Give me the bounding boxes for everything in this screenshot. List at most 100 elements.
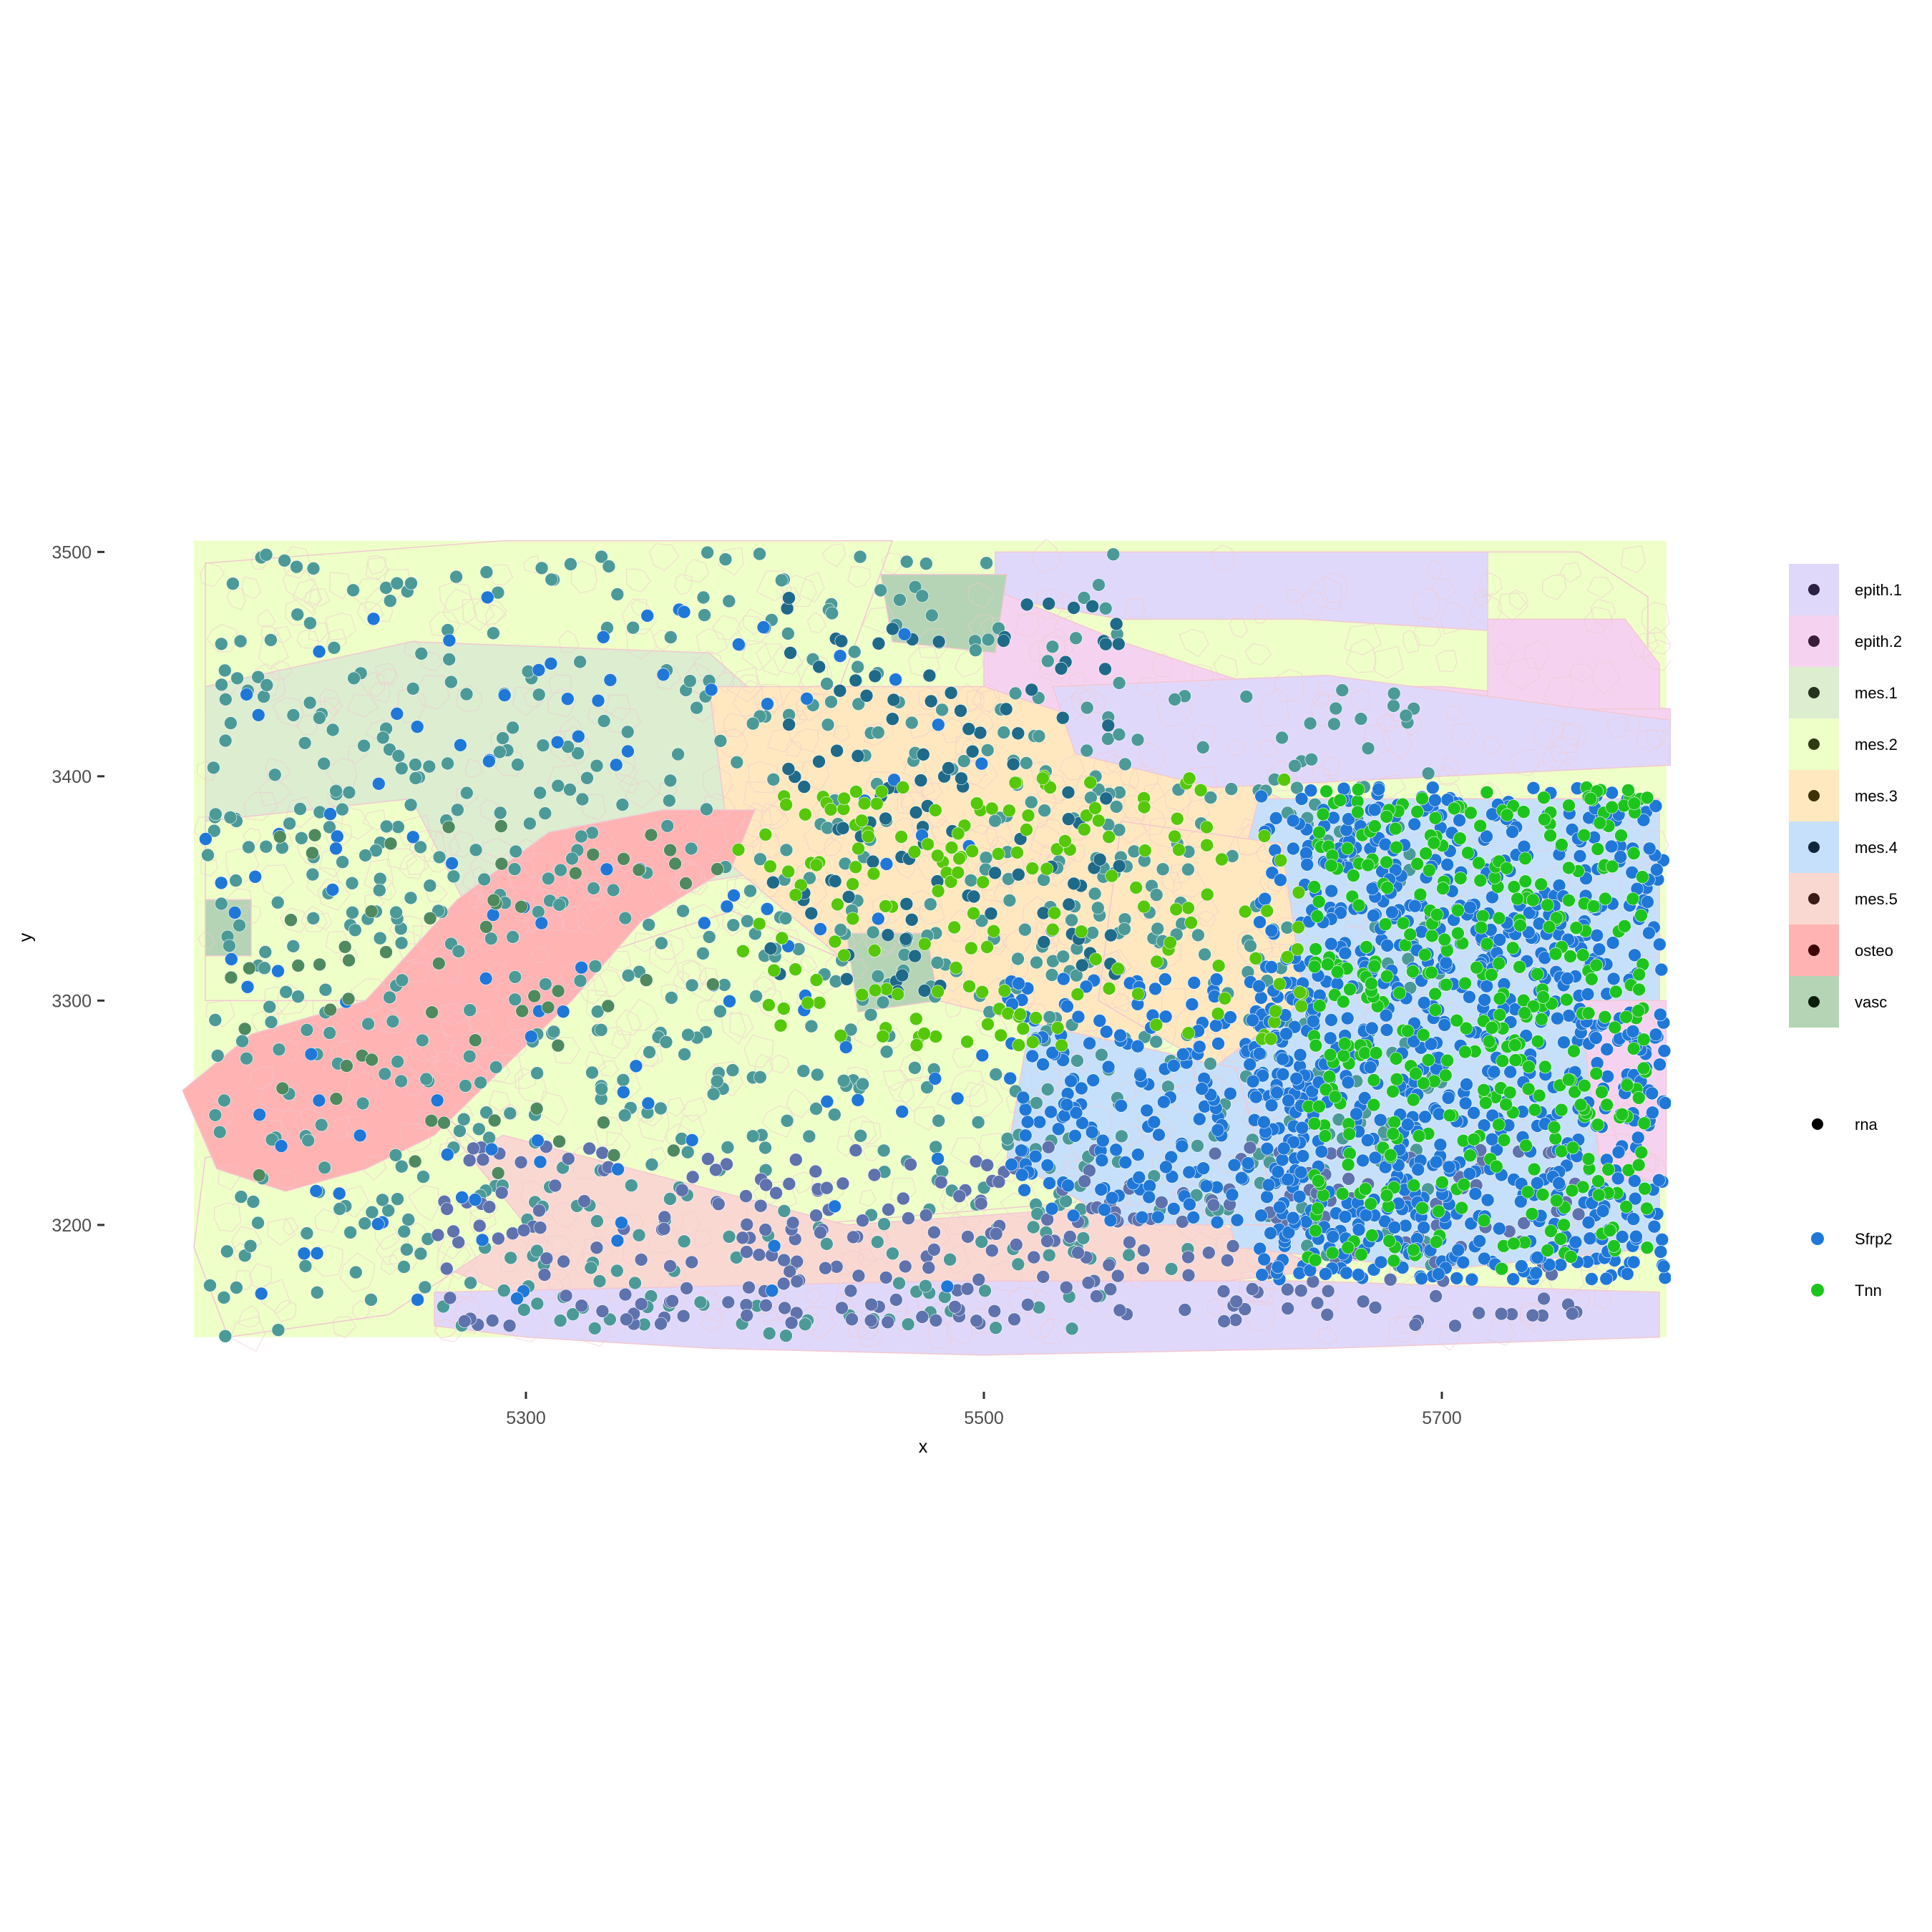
cell-outline [1631,1151,1657,1182]
rna-point [258,945,273,959]
rna-point [1553,1232,1568,1246]
rna-point [1152,1128,1166,1142]
rna-point [1561,972,1574,985]
cell-outline [464,758,484,778]
cell-outline [518,1070,547,1103]
rna-point [1290,942,1304,956]
rna-point [837,791,851,806]
rna-point [1632,982,1646,997]
rna-point [1215,852,1229,867]
rna-point [866,925,880,940]
rna-point [654,1317,668,1331]
rna-point [1430,1235,1443,1249]
rna-point [243,1239,258,1253]
rna-point [1326,1230,1340,1244]
rna-point [868,669,882,683]
rna-point [1193,1040,1206,1054]
cell-outline [1309,988,1333,1014]
cell-outline [248,1065,273,1090]
rna-point [844,1023,858,1037]
rna-point [1092,814,1106,828]
rna-point [252,1169,266,1182]
rna-point [634,1253,648,1267]
rna-point [1658,1096,1671,1110]
rna-point [743,884,757,898]
rna-point [856,1077,869,1091]
rna-point [677,1234,691,1249]
rna-point [1002,804,1016,818]
rna-point [1428,1003,1443,1017]
rna-point [1138,844,1152,857]
rna-point [897,628,912,641]
rna-point [678,1048,691,1061]
rna-point [1482,1035,1496,1048]
rna-point [240,688,253,701]
rna-point [1464,806,1478,820]
rna-point [609,758,623,772]
rna-point [1088,887,1102,901]
rna-point [1276,1068,1290,1081]
rna-point [1168,693,1181,706]
rna-point [1299,847,1313,860]
rna-point [902,1211,915,1225]
cell-outline [279,907,309,933]
rna-point [286,940,301,953]
rna-point [329,1092,343,1106]
rna-point [1496,1054,1509,1068]
rna-point [346,583,360,597]
cell-outline [1441,756,1460,777]
rna-point [727,889,741,902]
rna-point [1440,1053,1454,1068]
rna-point [1492,1118,1506,1132]
cell-outline [284,796,316,829]
cell-outline [605,1131,632,1161]
rna-point [801,996,815,1010]
rna-point [1360,940,1373,954]
rna-point [904,1158,917,1171]
rna-point [1517,805,1531,819]
rna-point [1359,1209,1373,1222]
rna-point [1202,1246,1216,1259]
rna-point [766,773,781,786]
rna-point [899,897,914,911]
rna-point [980,1158,994,1172]
rna-point [1085,599,1099,613]
cell-outline [862,1145,883,1161]
rna-point [1194,784,1208,797]
rna-point [825,606,839,620]
cell-outline [1646,729,1667,749]
rna-point [1456,1255,1470,1269]
cell-outline [332,1316,356,1338]
rna-point [1419,847,1433,860]
rna-point [218,1330,233,1343]
rna-point [927,1243,941,1257]
cell-outline [328,572,352,600]
rna-point [1470,960,1483,975]
cell-outline [1588,873,1621,912]
rna-point [220,1244,234,1259]
rna-point [844,1284,858,1298]
rna-point [273,830,287,844]
rna-point [418,1280,432,1294]
rna-point [804,907,819,920]
rna-point [1204,1057,1217,1070]
rna-point [1541,898,1554,912]
rna-point [644,828,658,842]
rna-point [309,1184,323,1198]
rna-point [1352,898,1366,912]
rna-point [710,1074,724,1088]
rna-point [1075,958,1089,972]
cell-outline [1035,588,1064,621]
rna-point [1149,1035,1163,1049]
rna-point [943,1252,957,1267]
rna-point [1137,899,1151,914]
cell-outline [998,854,1028,887]
rna-point [782,591,796,605]
rna-point [1026,1220,1040,1234]
rna-point [253,1108,267,1122]
cell-outline [456,685,483,712]
cell-outline [1584,606,1614,634]
rna-point [1340,1011,1355,1025]
rna-point [1581,1216,1596,1229]
rna-point [740,1218,753,1231]
